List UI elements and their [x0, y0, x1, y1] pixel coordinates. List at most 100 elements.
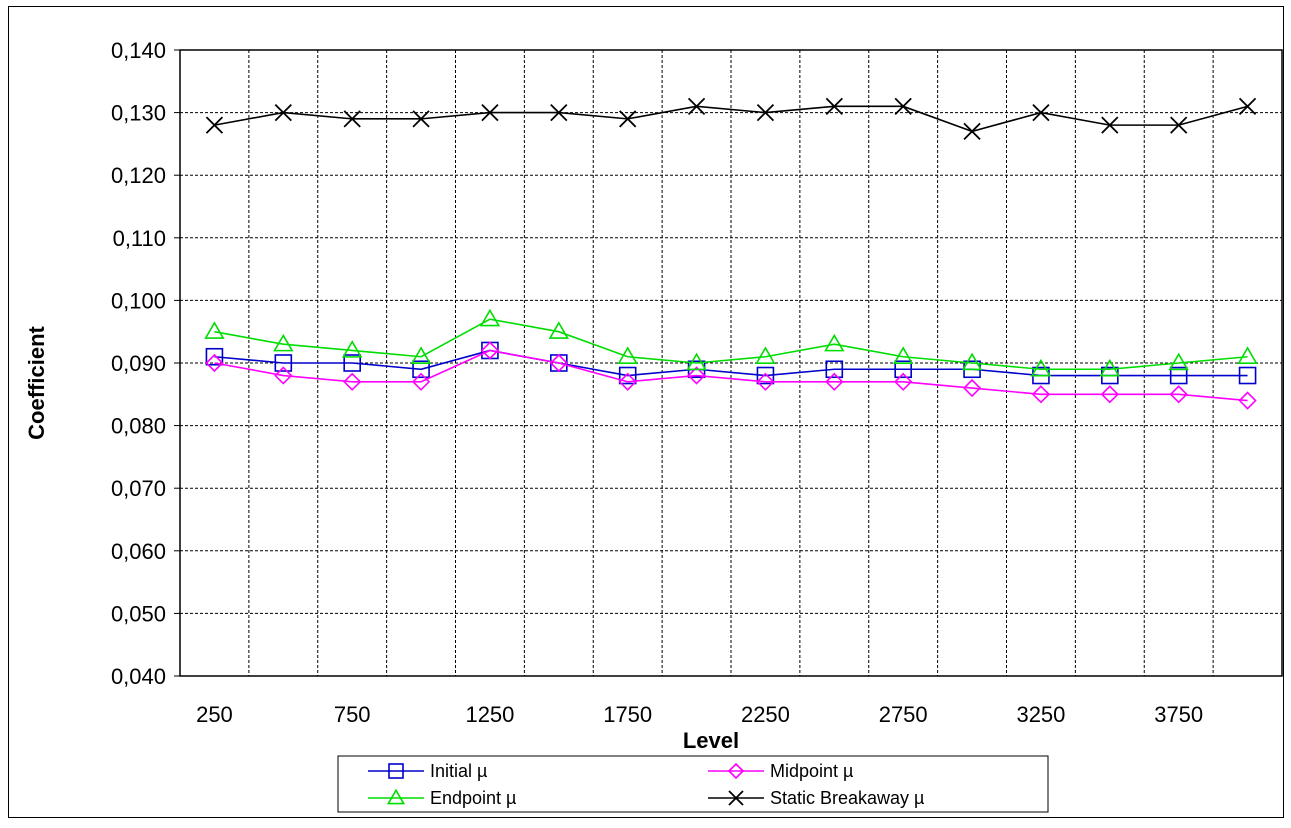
- x-tick-label: 750: [334, 702, 371, 727]
- series-diamond: [205, 341, 1257, 410]
- data-point: [727, 762, 745, 780]
- legend-item: Midpoint µ: [708, 761, 853, 781]
- data-point: [756, 103, 775, 122]
- data-point: [825, 372, 844, 391]
- data-point: [481, 103, 499, 122]
- data-point: [273, 333, 294, 352]
- data-point: [894, 372, 913, 391]
- series-layer: [204, 97, 1258, 410]
- y-tick-label: 0,140: [111, 38, 166, 63]
- series-line: [214, 318, 1248, 371]
- x-tick-label: 1750: [603, 702, 652, 727]
- y-tick-label: 0,040: [111, 664, 166, 689]
- x-tick-label: 3250: [1016, 702, 1065, 727]
- chart-frame: [8, 6, 1284, 818]
- data-point: [204, 321, 225, 339]
- legend-label: Midpoint µ: [770, 761, 853, 781]
- x-axis-title: Level: [683, 728, 739, 753]
- data-point: [1100, 385, 1119, 404]
- data-point: [548, 321, 570, 339]
- y-axis-title: Coefficient: [24, 325, 49, 439]
- data-point: [274, 103, 292, 122]
- y-tick-label: 0,110: [113, 226, 166, 251]
- data-point: [1101, 116, 1119, 134]
- data-point: [343, 110, 361, 128]
- y-tick-label: 0,070: [111, 476, 166, 501]
- data-point: [205, 347, 224, 366]
- data-point: [1238, 366, 1257, 385]
- y-tick-label: 0,130: [111, 101, 166, 126]
- data-point: [756, 366, 775, 385]
- data-point: [274, 366, 293, 385]
- data-point: [343, 372, 362, 391]
- data-point: [825, 97, 843, 115]
- data-point: [480, 341, 500, 360]
- data-point: [686, 352, 707, 371]
- y-tick-label: 0,080: [111, 414, 166, 439]
- y-tick-label: 0,060: [111, 539, 166, 564]
- x-tick-label: 1250: [465, 702, 514, 727]
- x-tick-label: 2750: [879, 702, 928, 727]
- data-point: [205, 353, 224, 373]
- x-tick-label: 2250: [741, 702, 790, 727]
- data-point: [205, 116, 224, 134]
- data-point: [1169, 366, 1188, 385]
- legend-label: Endpoint µ: [430, 788, 516, 808]
- legend-label: Static Breakaway µ: [770, 788, 924, 808]
- series-line: [214, 105, 1248, 133]
- data-point: [1238, 391, 1257, 410]
- data-point: [343, 354, 361, 372]
- legend-item: Endpoint µ: [368, 788, 516, 808]
- data-point: [687, 366, 706, 385]
- data-point: [1031, 385, 1051, 404]
- x-axis-ticks: 250 750 1250 1750 2250 2750 3250 3750: [196, 702, 1203, 727]
- legend-item: Initial µ: [368, 761, 487, 781]
- series-line: [214, 349, 1248, 377]
- data-point: [892, 346, 914, 364]
- x-tick-label: 250: [196, 702, 233, 727]
- y-tick-label: 0,050: [111, 601, 166, 626]
- data-point: [617, 346, 638, 364]
- data-point: [550, 103, 568, 122]
- legend-box: [337, 755, 1049, 813]
- data-point: [549, 353, 568, 373]
- data-point: [411, 372, 431, 391]
- data-point: [479, 308, 501, 327]
- legend-item: Static Breakaway µ: [708, 788, 924, 808]
- data-point: [619, 110, 637, 128]
- data-point: [274, 354, 293, 372]
- series-triangle: [204, 308, 1258, 377]
- data-point: [894, 360, 912, 379]
- data-point: [388, 763, 404, 779]
- data-point: [412, 360, 430, 379]
- x-tick-label: 3750: [1154, 702, 1203, 727]
- data-point: [825, 360, 844, 379]
- data-point: [341, 340, 363, 358]
- data-point: [962, 378, 982, 398]
- data-point: [410, 346, 432, 364]
- data-point: [1238, 97, 1257, 115]
- data-point: [1030, 358, 1052, 377]
- legend-label: Initial µ: [430, 761, 487, 781]
- data-point: [728, 790, 744, 806]
- data-point: [1237, 346, 1258, 364]
- data-point: [824, 333, 845, 352]
- data-point: [687, 97, 706, 115]
- data-point: [1032, 103, 1050, 122]
- legend: Initial µ Midpoint µ Endpoint µ Static Brea…: [337, 755, 1049, 813]
- data-point: [1169, 385, 1188, 404]
- grid-lines: [180, 50, 1282, 676]
- data-point: [756, 372, 775, 391]
- y-axis-ticks: 0,140 0,130 0,120 0,110 0,100 0,090 0,080 0,070…: [111, 38, 180, 689]
- data-point: [386, 788, 406, 805]
- data-point: [618, 372, 637, 391]
- data-point: [412, 110, 430, 128]
- data-point: [894, 97, 912, 115]
- data-point: [618, 366, 637, 385]
- data-point: [1170, 116, 1188, 134]
- y-tick-label: 0,120: [111, 163, 166, 188]
- data-point: [1168, 352, 1189, 371]
- data-point: [755, 346, 776, 364]
- data-point: [961, 352, 983, 371]
